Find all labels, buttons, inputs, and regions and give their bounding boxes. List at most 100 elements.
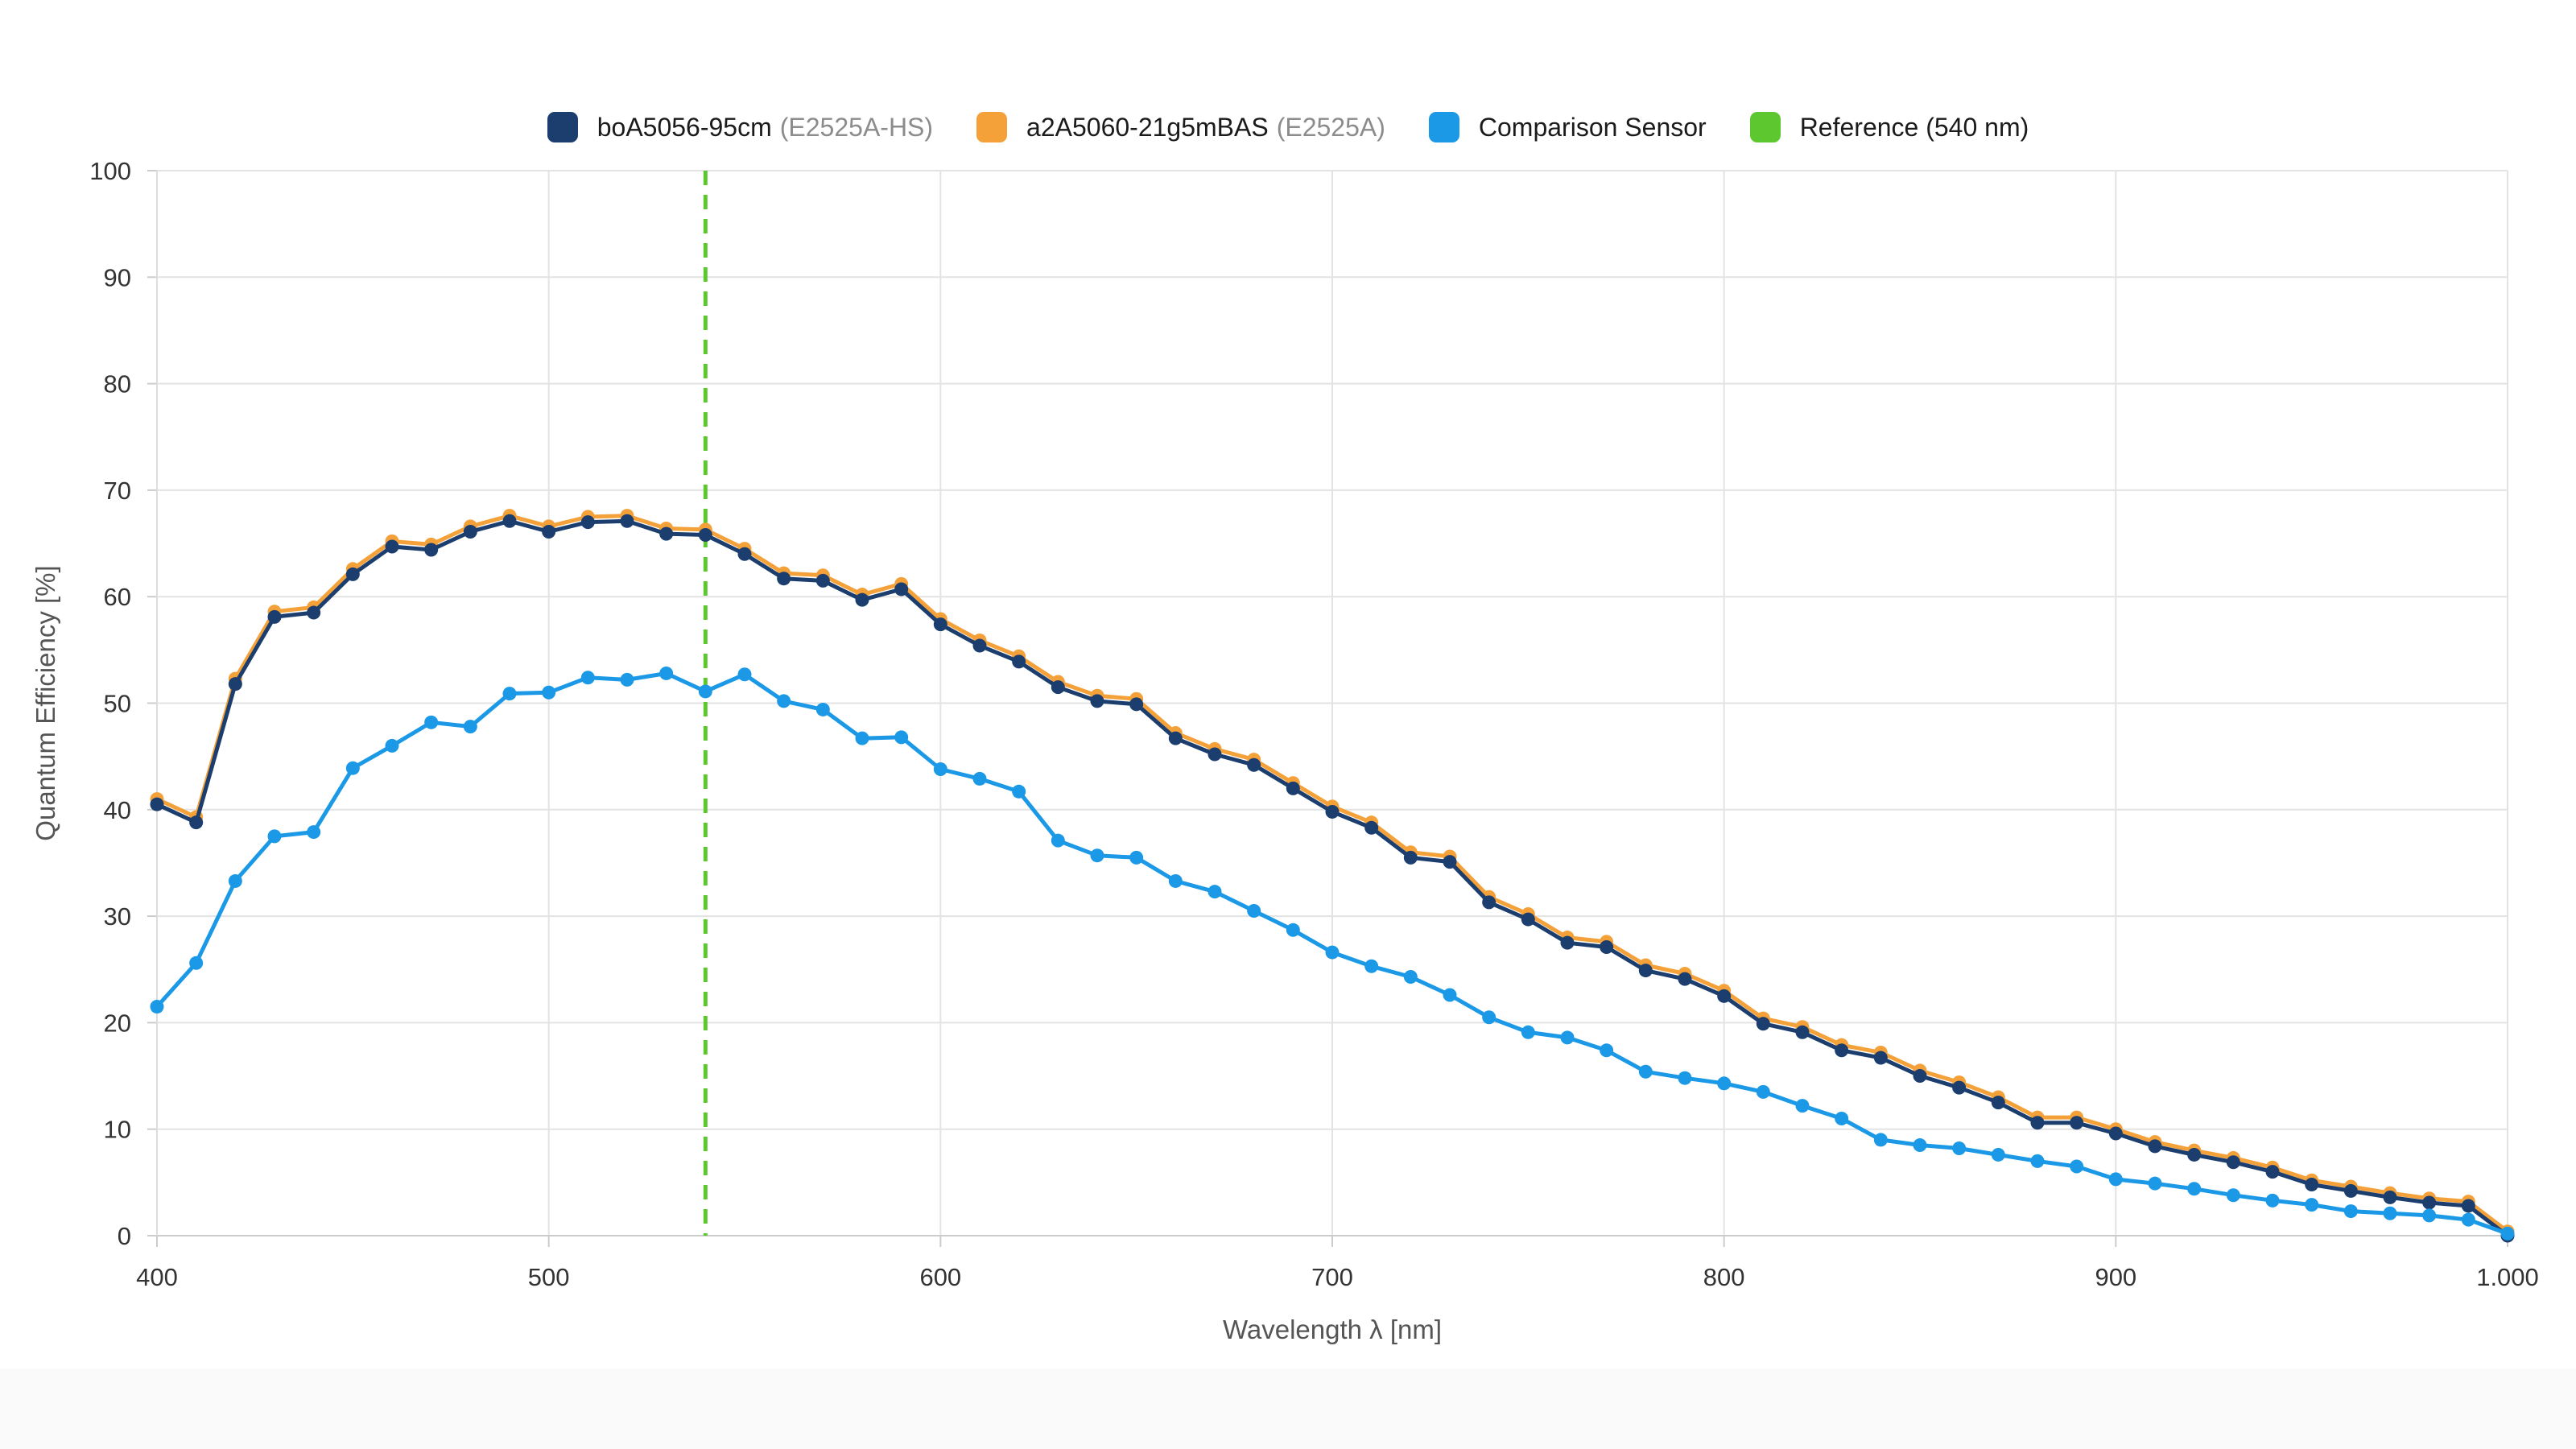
data-point-comparison-sensor <box>502 687 517 701</box>
legend-label: Reference (540 nm) <box>1799 112 2029 142</box>
legend-item-reference[interactable]: Reference (540 nm) <box>1749 112 2029 142</box>
data-point-comparison-sensor <box>1403 970 1418 985</box>
data-point-comparison-sensor <box>2148 1176 2162 1191</box>
chart-grid <box>156 170 2508 1236</box>
y-tick-label: 40 <box>104 796 131 824</box>
data-point-comparison-sensor <box>2108 1172 2123 1187</box>
legend-item-comparison-sensor[interactable]: Comparison Sensor <box>1428 112 1707 142</box>
data-point-boa5056-95cm <box>2343 1183 2358 1198</box>
data-point-comparison-sensor <box>737 667 752 682</box>
data-point-comparison-sensor <box>2383 1206 2397 1220</box>
data-point-comparison-sensor <box>1364 959 1379 973</box>
y-tick-label: 70 <box>104 477 131 505</box>
data-point-boa5056-95cm <box>1952 1080 1967 1095</box>
data-point-comparison-sensor <box>2305 1198 2319 1212</box>
data-point-boa5056-95cm <box>463 524 477 539</box>
data-point-boa5056-95cm <box>228 677 242 691</box>
y-tick-label: 20 <box>104 1009 131 1037</box>
legend-swatch-reference <box>1749 112 1781 142</box>
data-point-comparison-sensor <box>1482 1010 1496 1025</box>
data-point-boa5056-95cm <box>972 638 987 653</box>
data-point-comparison-sensor <box>1286 923 1300 937</box>
data-point-boa5056-95cm <box>659 526 674 541</box>
data-point-comparison-sensor <box>1090 848 1104 863</box>
data-point-boa5056-95cm <box>815 573 830 588</box>
data-point-boa5056-95cm <box>1795 1025 1810 1039</box>
data-point-boa5056-95cm <box>2030 1116 2045 1130</box>
data-point-comparison-sensor <box>1168 873 1183 888</box>
data-point-boa5056-95cm <box>1678 972 1692 986</box>
data-point-comparison-sensor <box>1638 1064 1653 1079</box>
y-tick-label: 90 <box>104 263 131 291</box>
data-point-boa5056-95cm <box>2226 1155 2240 1170</box>
data-point-comparison-sensor <box>2070 1159 2084 1174</box>
x-tick-label: 1.000 <box>2476 1263 2539 1291</box>
data-point-comparison-sensor <box>385 738 399 753</box>
data-point-comparison-sensor <box>580 671 595 685</box>
data-point-boa5056-95cm <box>1991 1096 2005 1110</box>
data-point-boa5056-95cm <box>933 617 947 632</box>
data-point-comparison-sensor <box>1560 1030 1575 1045</box>
data-point-boa5056-95cm <box>542 524 556 539</box>
data-point-boa5056-95cm <box>1913 1069 1927 1084</box>
data-point-boa5056-95cm <box>2108 1126 2123 1141</box>
data-point-boa5056-95cm <box>189 815 204 830</box>
data-point-boa5056-95cm <box>855 592 869 607</box>
data-point-boa5056-95cm <box>1521 912 1535 927</box>
data-point-comparison-sensor <box>1795 1099 1810 1113</box>
legend-item-boa5056[interactable]: boA5056-95cm (E2525A-HS) <box>547 112 933 142</box>
data-point-boa5056-95cm <box>2383 1190 2397 1204</box>
data-point-comparison-sensor <box>2422 1208 2437 1223</box>
data-point-boa5056-95cm <box>2070 1116 2084 1130</box>
data-point-boa5056-95cm <box>580 515 595 530</box>
legend-label: Comparison Sensor <box>1478 112 1707 142</box>
data-point-boa5056-95cm <box>2265 1165 2280 1179</box>
legend-item-a2a5060[interactable]: a2A5060-21g5mBAS (E2525A) <box>976 112 1385 142</box>
data-point-comparison-sensor <box>1913 1138 1927 1153</box>
y-tick-label: 80 <box>104 370 131 398</box>
x-tick-label: 400 <box>136 1263 178 1291</box>
data-point-comparison-sensor <box>2030 1154 2045 1168</box>
data-point-boa5056-95cm <box>698 527 712 542</box>
data-point-comparison-sensor <box>933 762 947 777</box>
data-point-boa5056-95cm <box>1443 855 1457 869</box>
data-point-comparison-sensor <box>1443 988 1457 1002</box>
data-point-comparison-sensor <box>189 956 204 970</box>
y-tick-label: 10 <box>104 1116 131 1144</box>
data-point-boa5056-95cm <box>2148 1139 2162 1154</box>
x-tick-label: 900 <box>2095 1263 2136 1291</box>
data-point-comparison-sensor <box>659 666 674 680</box>
data-point-boa5056-95cm <box>1129 697 1144 712</box>
legend-swatch-comparison <box>1428 112 1459 142</box>
data-point-comparison-sensor <box>1756 1084 1770 1099</box>
chart-legend: boA5056-95cm (E2525A-HS) a2A5060-21g5mBA… <box>0 103 2576 151</box>
legend-label: boA5056-95cm <box>597 112 772 142</box>
data-point-comparison-sensor <box>1208 885 1222 899</box>
data-point-boa5056-95cm <box>345 567 360 581</box>
data-point-comparison-sensor <box>815 702 830 716</box>
data-point-boa5056-95cm <box>1403 850 1418 865</box>
data-point-boa5056-95cm <box>307 605 321 620</box>
data-point-comparison-sensor <box>1325 945 1340 960</box>
data-point-boa5056-95cm <box>1873 1051 1888 1065</box>
legend-swatch-a2a5060 <box>976 112 1008 142</box>
data-point-boa5056-95cm <box>1560 935 1575 950</box>
data-point-boa5056-95cm <box>1364 820 1379 835</box>
data-point-boa5056-95cm <box>1482 895 1496 910</box>
data-point-boa5056-95cm <box>267 609 282 624</box>
data-point-comparison-sensor <box>698 684 712 699</box>
data-point-comparison-sensor <box>894 730 909 745</box>
data-point-boa5056-95cm <box>2187 1147 2202 1162</box>
data-point-comparison-sensor <box>2461 1212 2475 1227</box>
data-point-boa5056-95cm <box>1717 989 1732 1003</box>
data-point-comparison-sensor <box>1521 1025 1535 1039</box>
legend-swatch-boa5056 <box>547 112 578 142</box>
data-point-boa5056-95cm <box>1051 680 1065 695</box>
data-point-boa5056-95cm <box>2422 1195 2437 1210</box>
x-tick-label: 500 <box>528 1263 570 1291</box>
data-point-boa5056-95cm <box>2461 1199 2475 1213</box>
legend-sublabel: (E2525A) <box>1276 112 1385 142</box>
data-point-comparison-sensor <box>2343 1204 2358 1219</box>
data-point-comparison-sensor <box>2265 1193 2280 1208</box>
